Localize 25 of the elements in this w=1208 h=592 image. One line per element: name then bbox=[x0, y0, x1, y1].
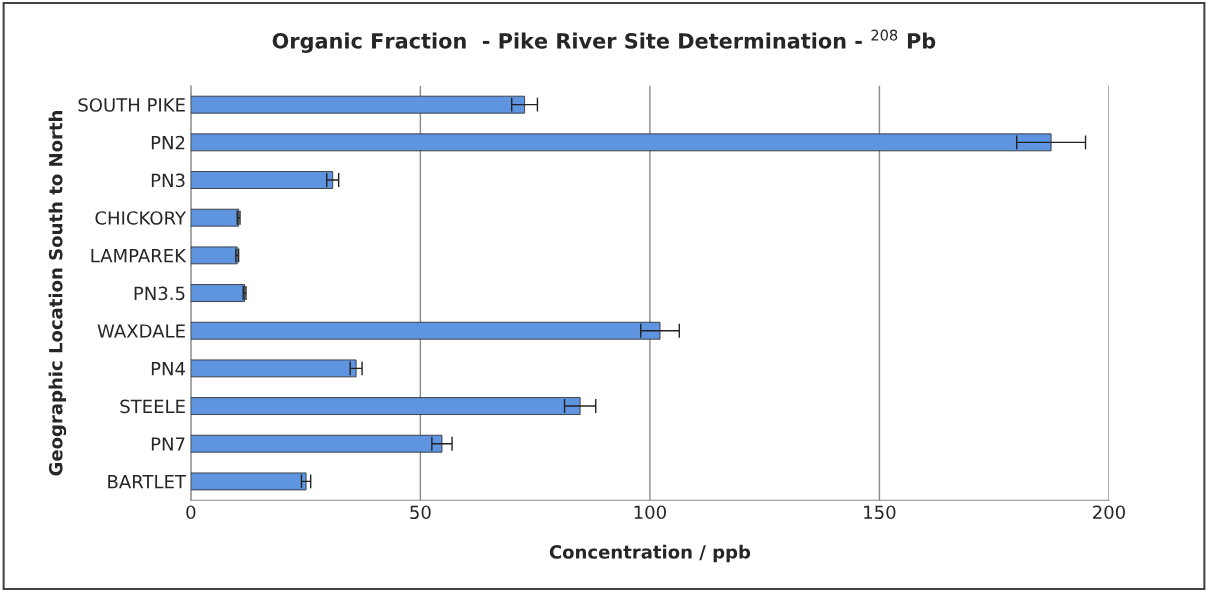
y-axis-title: Geographic Location South to North bbox=[48, 111, 67, 476]
x-tick-label: 100 bbox=[634, 505, 666, 520]
x-tick-label: 50 bbox=[410, 505, 431, 520]
x-tick-label: 0 bbox=[186, 505, 196, 520]
y-tick-label: PN3.5 bbox=[134, 286, 185, 301]
y-tick-label: PN7 bbox=[151, 437, 185, 451]
bar bbox=[190, 171, 334, 189]
bar bbox=[190, 208, 240, 227]
x-tick-label: 150 bbox=[864, 505, 896, 520]
chart-title: Organic Fraction - Pike River Site Determination - $^{208}$ Pb bbox=[272, 29, 936, 53]
y-tick-label: PN2 bbox=[151, 135, 185, 150]
y-tick-label: PN3 bbox=[151, 173, 185, 188]
bar bbox=[190, 284, 245, 302]
y-tick-label: CHICKORY bbox=[95, 211, 187, 225]
y-tick-label: BARTLET bbox=[108, 475, 187, 489]
y-tick-label: STEELE bbox=[120, 399, 185, 414]
y-tick-label: SOUTH PIKE bbox=[78, 98, 185, 112]
bar bbox=[190, 359, 357, 378]
bar bbox=[190, 472, 307, 491]
x-axis-title: Concentration / ppb bbox=[549, 544, 751, 563]
y-tick-label: LAMPAREK bbox=[91, 249, 187, 263]
x-tick-label: 200 bbox=[1093, 505, 1125, 520]
bar bbox=[190, 246, 238, 265]
y-tick-label: WAXDALE bbox=[97, 324, 185, 338]
y-tick-label: PN4 bbox=[151, 362, 185, 376]
